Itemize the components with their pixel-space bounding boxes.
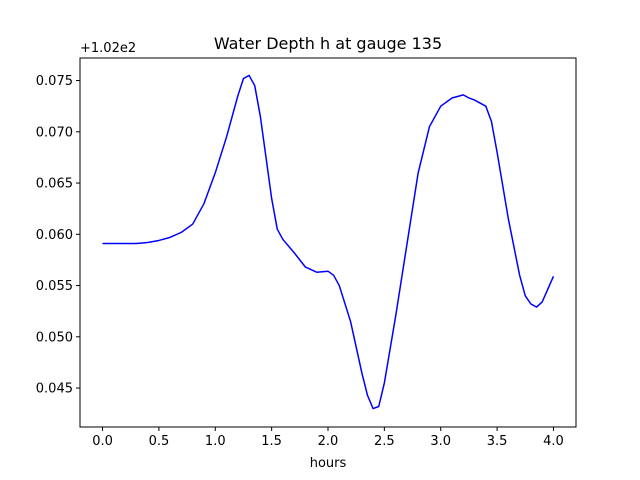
x-tick-label: 1.5 <box>261 434 282 449</box>
x-tick-label: 1.0 <box>205 434 226 449</box>
x-tick-label: 0.5 <box>149 434 170 449</box>
y-tick-label: 0.075 <box>36 74 73 89</box>
x-tick-label: 2.5 <box>374 434 395 449</box>
x-tick-label: 4.0 <box>543 434 564 449</box>
plot-area: 0.0 0.5 1.0 1.5 2.0 2.5 3.0 3.5 4.0 0.045 0.050 0.0… <box>36 57 577 449</box>
x-tick-label: 3.5 <box>487 434 508 449</box>
y-tick-label: 0.055 <box>36 279 73 294</box>
y-tick-label: 0.050 <box>36 330 73 345</box>
y-tick-label: 0.045 <box>36 382 73 397</box>
x-axis-label: hours <box>310 456 347 471</box>
series-line-0 <box>102 74 555 410</box>
y-tick-label: 0.065 <box>36 177 73 192</box>
x-tick-label: 3.0 <box>430 434 451 449</box>
x-tick-label: 2.0 <box>318 434 339 449</box>
y-tick-label: 0.070 <box>36 125 73 140</box>
x-tick-label: 0.0 <box>92 434 113 449</box>
chart-title: Water Depth h at gauge 135 <box>214 34 442 53</box>
y-tick-label: 0.060 <box>36 228 73 243</box>
y-offset-label: +1.02e2 <box>80 41 136 56</box>
